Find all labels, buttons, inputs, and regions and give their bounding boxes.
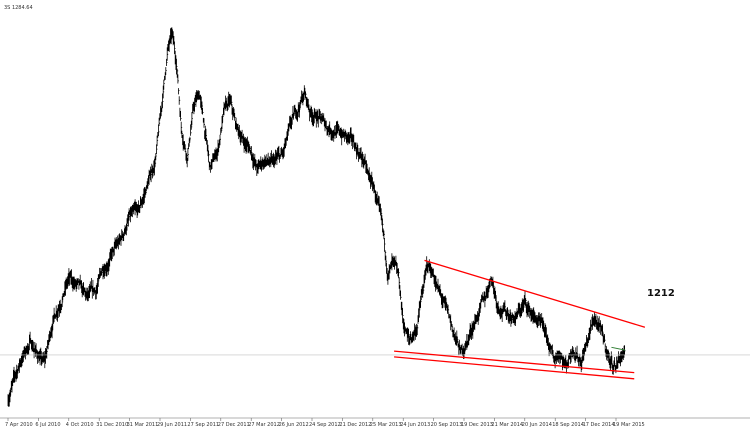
x-tick-label: 31 Dec 2010	[96, 422, 128, 428]
x-tick-label: 24 Jun 2013	[400, 422, 430, 428]
x-tick-label: 20 Jun 2014	[522, 422, 552, 428]
chart-overlays	[0, 259, 750, 380]
lower-trendline-2	[394, 356, 635, 380]
x-tick-label: 17 Dec 2014	[583, 422, 615, 428]
price-bars	[7, 27, 626, 407]
lower-trendline-1	[394, 350, 635, 374]
x-tick-label: 19 Mar 2015	[613, 422, 645, 428]
x-tick-label: 31 Mar 2011	[127, 422, 159, 428]
x-tick-label: 29 Jun 2011	[157, 422, 187, 428]
x-tick-label: 26 Jun 2012	[279, 422, 309, 428]
x-tick-label: 21 Mar 2014	[491, 422, 523, 428]
x-tick-label: 27 Mar 2012	[248, 422, 280, 428]
symbol-price-label: 3S 1284.64	[4, 5, 33, 11]
level-value-label: 1212	[647, 288, 675, 299]
x-tick-label: 21 Dec 2012	[339, 422, 371, 428]
x-tick-label: 19 Dec 2013	[461, 422, 493, 428]
upper-trendline	[424, 259, 646, 328]
x-tick-label: 20 Sep 2013	[431, 422, 463, 428]
x-tick-label: 4 Oct 2010	[66, 422, 94, 428]
x-tick-label: 7 Apr 2010	[5, 422, 33, 428]
price-series	[7, 27, 626, 407]
green-trendline	[611, 346, 626, 351]
x-tick-label: 25 Mar 2013	[370, 422, 402, 428]
x-tick-label: 6 Jul 2010	[35, 422, 60, 428]
x-tick-label: 18 Sep 2014	[552, 422, 584, 428]
x-axis: 7 Apr 2010 6 Jul 2010 4 Oct 2010 31 Dec 201…	[0, 417, 750, 428]
x-tick-label: 27 Dec 2011	[218, 422, 250, 428]
x-tick-label: 27 Sep 2011	[187, 422, 219, 428]
x-tick-label: 24 Sep 2012	[309, 422, 341, 428]
